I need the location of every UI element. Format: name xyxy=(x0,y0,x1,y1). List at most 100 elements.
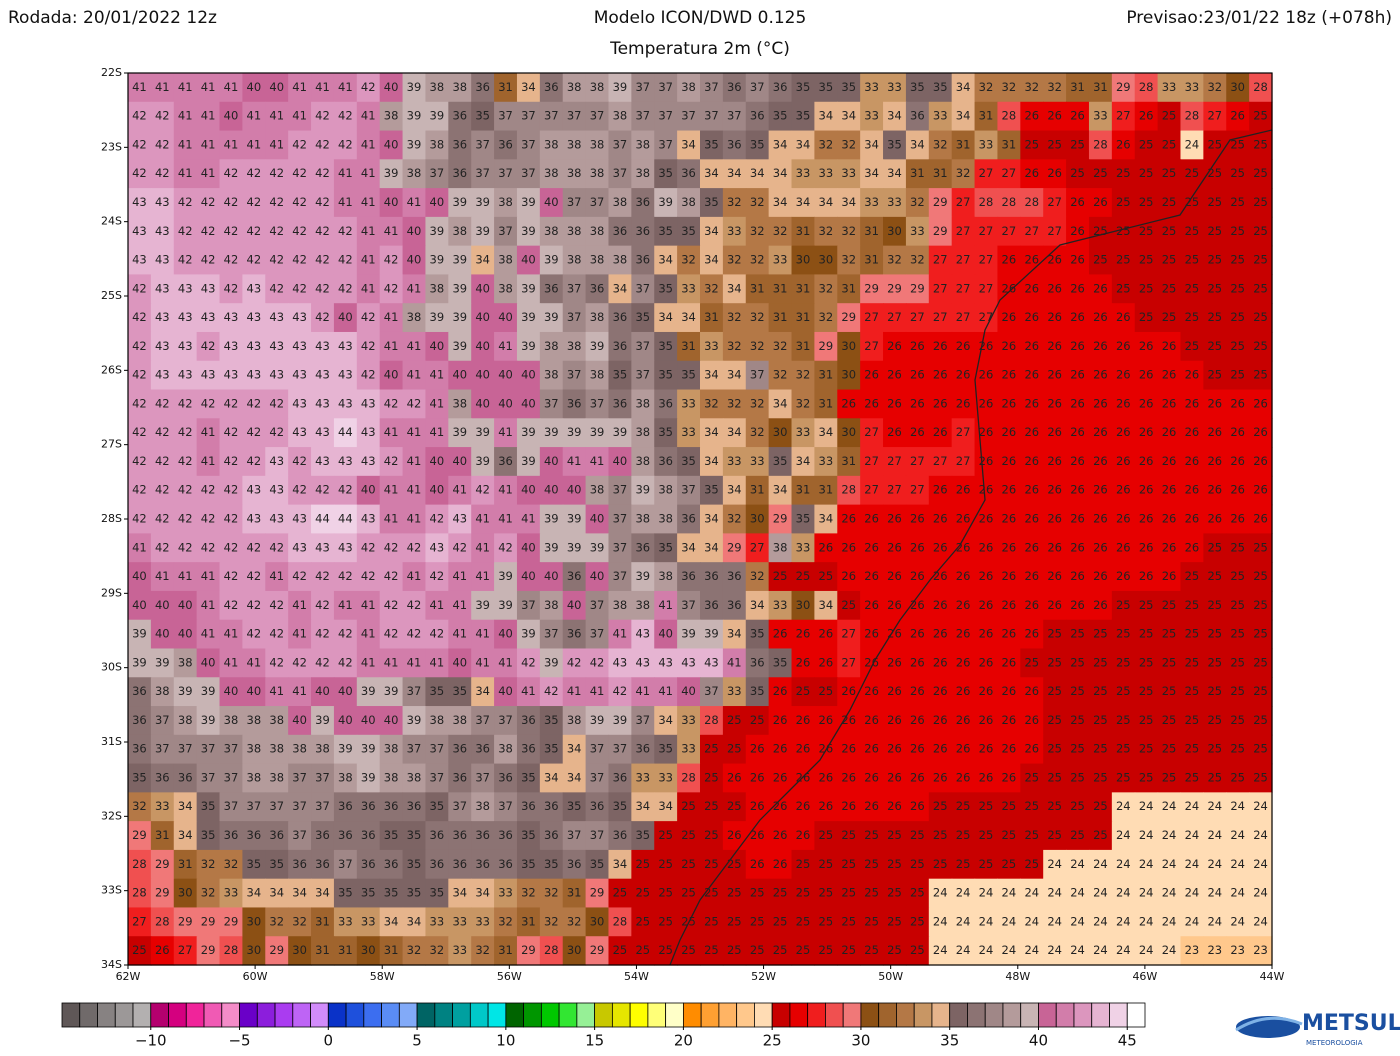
temp-cell xyxy=(974,101,999,132)
temp-value: 39 xyxy=(521,195,536,209)
temp-value: 43 xyxy=(155,253,170,267)
temp-value: 32 xyxy=(750,339,765,353)
temp-value: 36 xyxy=(407,799,422,813)
temp-value: 24 xyxy=(1070,943,1085,957)
temp-cell xyxy=(700,101,724,132)
temp-value: 36 xyxy=(384,799,399,813)
temp-cell xyxy=(1180,101,1204,132)
temp-value: 41 xyxy=(201,109,216,123)
temp-cell xyxy=(562,159,587,189)
temp-value: 31 xyxy=(498,80,513,94)
temp-value: 35 xyxy=(201,799,216,813)
temp-cell xyxy=(425,245,449,276)
temp-value: 42 xyxy=(269,253,284,267)
colorbar-box xyxy=(114,1002,134,1028)
temp-cell xyxy=(1157,245,1182,276)
temp-cell xyxy=(814,159,838,189)
temp-value: 34 xyxy=(796,137,811,151)
temp-value: 29 xyxy=(590,886,605,900)
temp-value: 36 xyxy=(567,857,582,871)
temp-value: 25 xyxy=(1024,137,1039,151)
temp-value: 35 xyxy=(658,425,673,439)
temp-value: 41 xyxy=(475,512,490,526)
temp-value: 31 xyxy=(864,224,879,238)
temp-value: 25 xyxy=(1139,281,1154,295)
temp-value: 36 xyxy=(132,713,147,727)
temp-value: 25 xyxy=(1162,166,1177,180)
temp-value: 24 xyxy=(1093,857,1108,871)
temp-value: 29 xyxy=(590,943,605,957)
temp-value: 31 xyxy=(750,281,765,295)
temp-cell xyxy=(288,130,312,160)
temp-value: 26 xyxy=(910,770,925,784)
temp-value: 40 xyxy=(475,339,490,353)
temp-cell xyxy=(1066,130,1090,160)
temp-value: 36 xyxy=(727,569,742,583)
temp-value: 42 xyxy=(315,483,330,497)
temp-value: 26 xyxy=(1207,425,1222,439)
temp-value: 25 xyxy=(1230,253,1245,267)
temp-value: 26 xyxy=(887,512,902,526)
temp-value: 25 xyxy=(1207,166,1222,180)
temp-cell xyxy=(471,159,495,189)
temp-value: 26 xyxy=(1047,396,1062,410)
temp-value: 35 xyxy=(635,828,650,842)
temp-value: 32 xyxy=(475,943,490,957)
temp-value: 41 xyxy=(407,281,422,295)
temp-value: 25 xyxy=(773,886,788,900)
temp-value: 42 xyxy=(384,627,399,641)
temp-cell xyxy=(333,216,358,247)
temp-value: 41 xyxy=(292,109,307,123)
temp-value: 37 xyxy=(224,799,239,813)
temp-value: 31 xyxy=(155,828,170,842)
lat-label: 25S xyxy=(101,289,122,302)
temp-value: 25 xyxy=(864,914,879,928)
temp-value: 25 xyxy=(1230,770,1245,784)
temp-cell xyxy=(1111,130,1136,160)
temp-value: 25 xyxy=(750,886,765,900)
temp-cell xyxy=(471,188,495,218)
temp-value: 41 xyxy=(407,512,422,526)
temp-value: 33 xyxy=(1093,109,1108,123)
colorbar-box xyxy=(97,1002,116,1028)
temp-cell xyxy=(631,159,655,189)
temp-cell xyxy=(700,130,724,160)
temp-value: 32 xyxy=(819,224,834,238)
temp-cell xyxy=(997,216,1021,247)
temp-value: 37 xyxy=(635,80,650,94)
temp-value: 27 xyxy=(979,253,994,267)
temp-value: 26 xyxy=(1207,512,1222,526)
temp-value: 25 xyxy=(1185,224,1200,238)
temp-value: 26 xyxy=(956,569,971,583)
temp-cell xyxy=(1157,216,1182,247)
temp-cell xyxy=(128,159,152,189)
temp-cell xyxy=(150,245,175,276)
temp-value: 41 xyxy=(521,512,536,526)
forecast-label: Previsao:23/01/22 18z (+078h) xyxy=(1126,8,1392,28)
temp-value: 27 xyxy=(864,483,879,497)
temp-cell xyxy=(219,101,243,132)
temp-cell xyxy=(288,188,312,218)
temp-value: 25 xyxy=(1185,627,1200,641)
colorbar-box xyxy=(487,1002,507,1028)
temp-value: 41 xyxy=(201,569,216,583)
temp-cell xyxy=(700,188,724,218)
temp-value: 25 xyxy=(796,943,811,957)
temp-value: 24 xyxy=(1139,943,1154,957)
temp-value: 30 xyxy=(841,425,856,439)
temp-value: 25 xyxy=(613,943,628,957)
temp-value: 36 xyxy=(613,770,628,784)
temp-value: 25 xyxy=(727,857,742,871)
temp-cell xyxy=(1111,73,1136,103)
temp-value: 31 xyxy=(796,339,811,353)
temp-value: 26 xyxy=(1024,396,1039,410)
temp-value: 42 xyxy=(247,224,262,238)
temp-value: 24 xyxy=(1185,828,1200,842)
temp-value: 41 xyxy=(247,109,262,123)
temp-value: 27 xyxy=(887,454,902,468)
temp-value: 42 xyxy=(155,166,170,180)
temp-value: 43 xyxy=(361,512,376,526)
temp-value: 24 xyxy=(1024,914,1039,928)
temp-cell xyxy=(745,130,770,160)
temp-value: 25 xyxy=(1253,713,1268,727)
